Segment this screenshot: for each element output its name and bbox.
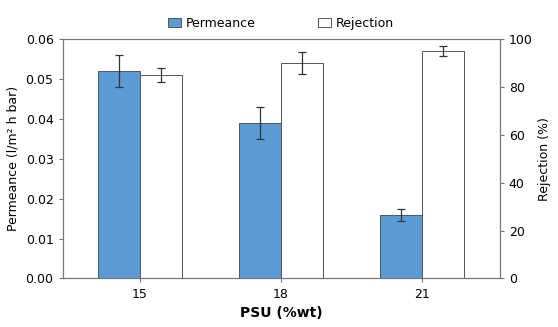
Bar	[140, 75, 182, 279]
Y-axis label: Permeance (l/m² h bar): Permeance (l/m² h bar)	[7, 86, 20, 232]
Legend: Permeance, Rejection: Permeance, Rejection	[166, 14, 396, 32]
X-axis label: PSU (%wt): PSU (%wt)	[240, 306, 323, 320]
Bar	[281, 63, 323, 279]
Bar	[98, 71, 140, 279]
Bar	[239, 123, 281, 279]
Bar	[380, 215, 422, 279]
Bar	[422, 51, 464, 279]
Y-axis label: Rejection (%): Rejection (%)	[538, 117, 551, 201]
